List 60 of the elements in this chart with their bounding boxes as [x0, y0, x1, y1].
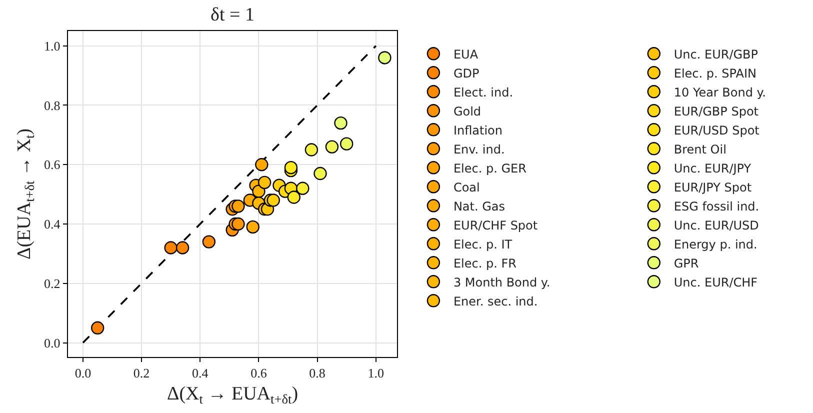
x-tick-label: 0.8: [309, 366, 326, 381]
legend-label: Inflation: [453, 123, 502, 138]
point: [296, 182, 310, 195]
legend-label: Elec. p. FR: [453, 256, 516, 270]
point: [232, 217, 245, 231]
x-tick-label: 0.0: [74, 366, 92, 381]
point: [284, 160, 298, 174]
point: [232, 200, 245, 213]
x-tick-label: 0.6: [250, 366, 268, 381]
y-tick-label: 1.0: [44, 38, 60, 54]
x-tick-label: 0.2: [133, 366, 150, 381]
legend-label: GPR: [674, 256, 699, 270]
point: [340, 137, 354, 150]
point: [258, 176, 272, 190]
legend-label: Unc. EUR/USD: [674, 218, 759, 232]
legend-label: Elec. p. GER: [453, 161, 526, 176]
point: [334, 116, 348, 130]
point: [246, 220, 260, 234]
point: [176, 241, 190, 254]
legend-label: Elec. p. SPAIN: [674, 66, 756, 80]
legend-label: Energy p. ind.: [674, 237, 758, 252]
legend-label: Unc. EUR/CHF: [674, 275, 758, 290]
legend-label: 10 Year Bond y.: [674, 85, 766, 100]
legend-label: EUR/GBP Spot: [674, 104, 759, 118]
legend-label: Brent Oil: [674, 142, 726, 156]
point: [314, 166, 327, 180]
legend-label: Elect. ind.: [453, 85, 514, 100]
legend-label: Ener. sec. ind.: [453, 294, 538, 308]
y-tick-label: 0.6: [44, 157, 61, 172]
point: [378, 51, 392, 64]
y-tick-label: 0.4: [44, 216, 61, 232]
legend-label: 3 Month Bond y.: [453, 275, 550, 290]
legend-label: Elec. p. IT: [453, 237, 513, 252]
legend-label: Gold: [453, 104, 482, 118]
point: [304, 143, 318, 156]
legend-label: Unc. EUR/JPY: [674, 161, 752, 176]
legend-label: Env. ind.: [453, 142, 505, 156]
legend-label: ESG fossil ind.: [674, 199, 760, 214]
point: [255, 158, 268, 172]
x-tick-label: 0.4: [192, 366, 209, 381]
y-tick-label: 0.2: [44, 276, 60, 291]
legend-label: EUR/CHF Spot: [453, 218, 538, 232]
legend-label: Coal: [453, 180, 480, 194]
y-tick-label: 0.0: [44, 335, 60, 350]
legend-label: EUR/USD Spot: [674, 123, 760, 138]
chart-title: δt = 1: [210, 4, 254, 26]
legend-label: EUA: [453, 47, 479, 62]
point: [90, 321, 104, 334]
y-tick-label: 0.8: [44, 98, 60, 113]
legend-label: EUR/JPY Spot: [674, 180, 752, 194]
point: [202, 235, 216, 248]
point: [266, 194, 280, 207]
legend-label: Nat. Gas: [453, 199, 506, 214]
point: [325, 140, 339, 154]
point: [287, 190, 300, 204]
legend-label: Unc. EUR/GBP: [674, 47, 758, 62]
point: [164, 241, 178, 254]
x-axis-title: Δ(X$_{t}$ → EUA$_{t+δt}$): [166, 384, 298, 406]
legend-label: GDP: [453, 66, 480, 80]
x-tick-label: 1.0: [368, 366, 384, 381]
